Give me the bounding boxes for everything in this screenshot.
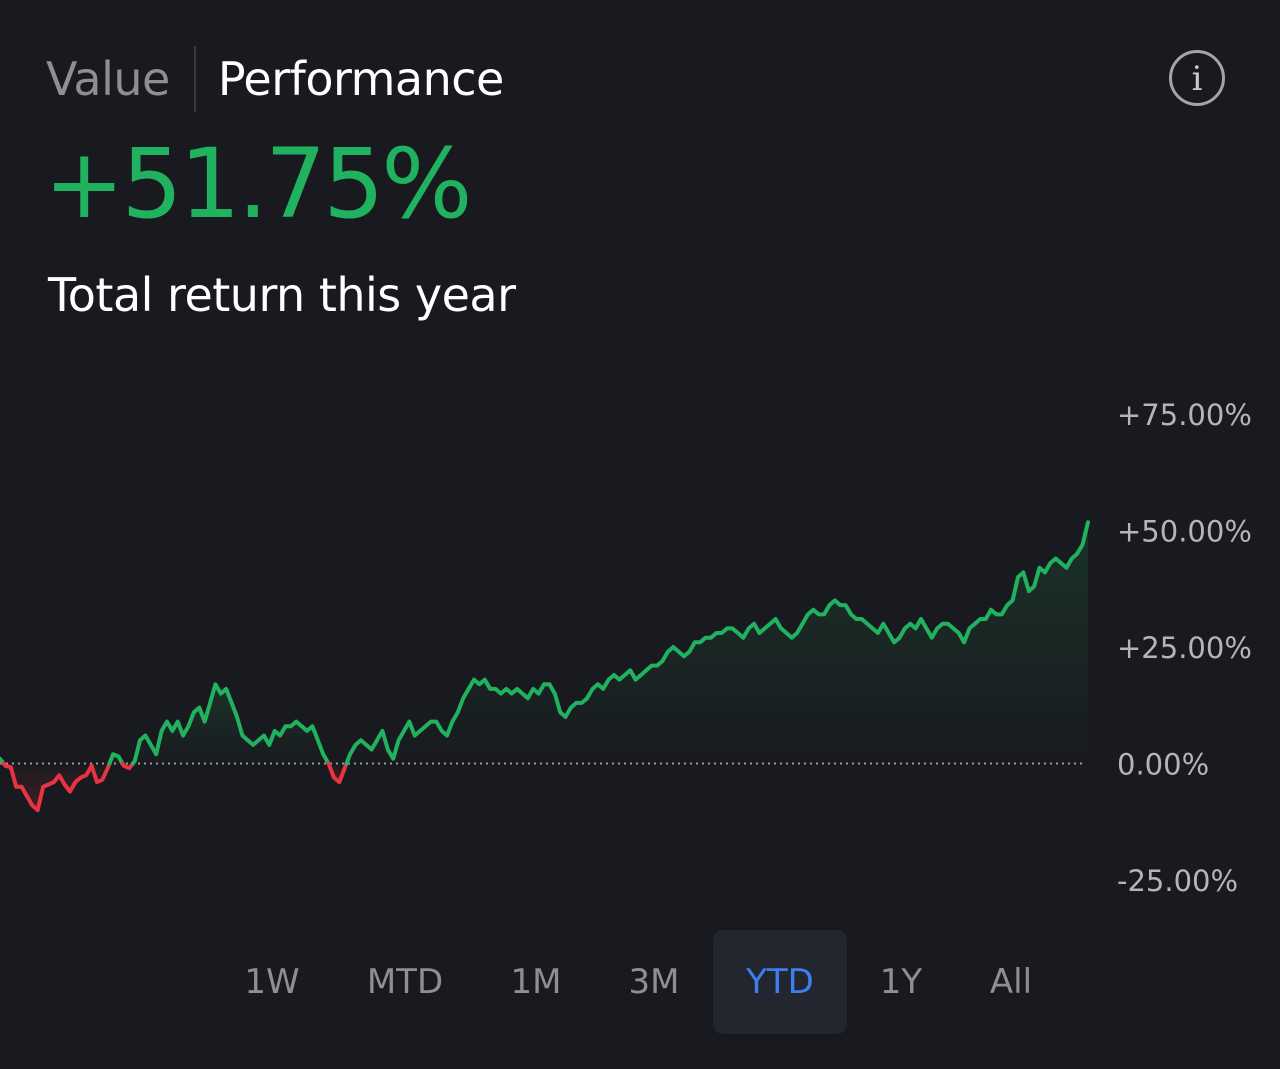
view-tabs: Value Performance (46, 44, 504, 114)
info-icon: i (1191, 59, 1203, 99)
y-tick-label: +75.00% (1117, 398, 1252, 432)
tab-value[interactable]: Value (46, 52, 170, 106)
range-button-mtd[interactable]: MTD (366, 962, 444, 1002)
range-button-all[interactable]: All (989, 962, 1033, 1002)
info-button[interactable]: i (1169, 50, 1225, 106)
line-segment-negative (326, 761, 349, 785)
area-segment-5 (328, 763, 347, 783)
tab-divider (193, 46, 196, 112)
time-range-selector: 1W MTD 1M 3M YTD 1Y All (0, 930, 1280, 1034)
line-segment-negative (120, 761, 135, 771)
range-button-ytd[interactable]: YTD (713, 930, 847, 1034)
total-return-value: +51.75% (44, 128, 472, 240)
chart-series-line (0, 520, 1090, 813)
y-tick-label: +50.00% (1117, 515, 1252, 549)
line-segment-positive (344, 520, 1090, 766)
chart-area-fill (0, 522, 1088, 811)
range-button-1y[interactable]: 1Y (879, 962, 923, 1002)
line-segment-positive (130, 682, 331, 766)
line-segment-negative (1, 761, 112, 813)
area-segment-4 (132, 684, 329, 764)
y-tick-label: -25.00% (1117, 864, 1238, 898)
range-button-1w[interactable]: 1W (244, 962, 300, 1002)
y-axis-ticks: +75.00% +50.00% +25.00% 0.00% -25.00% (1117, 398, 1252, 898)
range-button-3m[interactable]: 3M (628, 962, 680, 1002)
performance-chart: +75.00% +50.00% +25.00% 0.00% -25.00% (0, 398, 1252, 898)
area-segment-6 (346, 522, 1088, 764)
tab-performance[interactable]: Performance (217, 52, 505, 106)
line-segment-positive (107, 752, 125, 766)
y-tick-label: +25.00% (1117, 631, 1252, 665)
y-tick-label: 0.00% (1117, 748, 1209, 782)
range-button-1m[interactable]: 1M (510, 962, 562, 1002)
total-return-caption: Total return this year (48, 268, 516, 322)
